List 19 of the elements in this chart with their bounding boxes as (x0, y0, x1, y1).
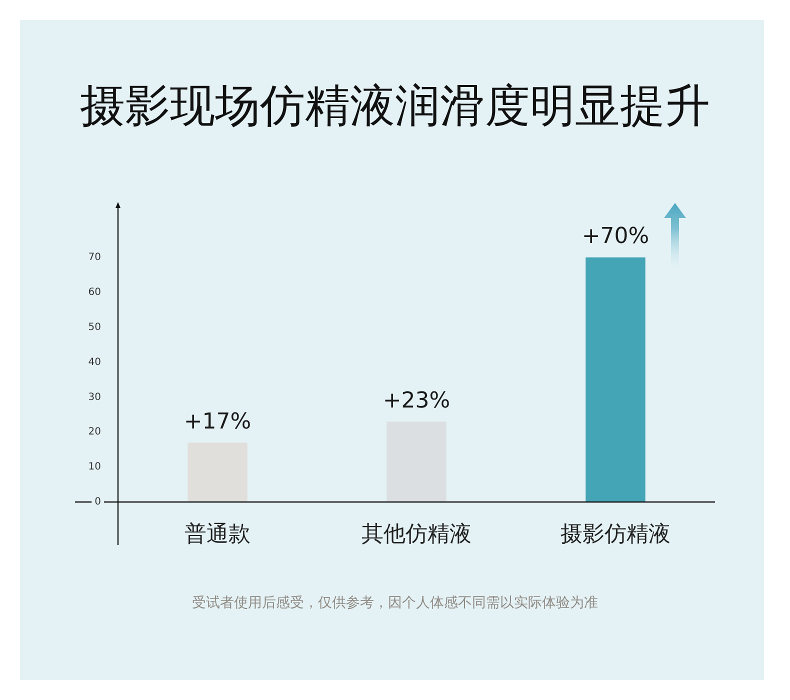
x-tick-label: 其他仿精液 (362, 522, 472, 547)
text: 受试者使用后感受，仅供参考，因个人体感不同需以实际体验为准 (191, 594, 599, 612)
y-tick-label: 70 (88, 252, 101, 264)
x-tick-label: 普通款 (184, 522, 250, 547)
bar (188, 442, 248, 502)
chart-title: 摄影现场仿精液润滑度明显提升 (79, 79, 711, 133)
bar (386, 422, 446, 502)
y-tick-label: 20 (88, 426, 101, 438)
data-label: +17% (184, 409, 252, 434)
y-tick-label: 40 (88, 356, 101, 368)
y-tick-label: 60 (88, 286, 101, 298)
data-label: +70% (582, 224, 650, 250)
data-label: +23% (382, 388, 450, 414)
y-tick-label: 30 (88, 392, 101, 403)
y-tick-label: 0 (94, 496, 101, 508)
bar (586, 257, 646, 502)
x-tick-label: 摄影仿精液 (560, 522, 670, 547)
y-tick-label: 50 (88, 322, 101, 333)
y-tick-label: 10 (88, 462, 101, 473)
